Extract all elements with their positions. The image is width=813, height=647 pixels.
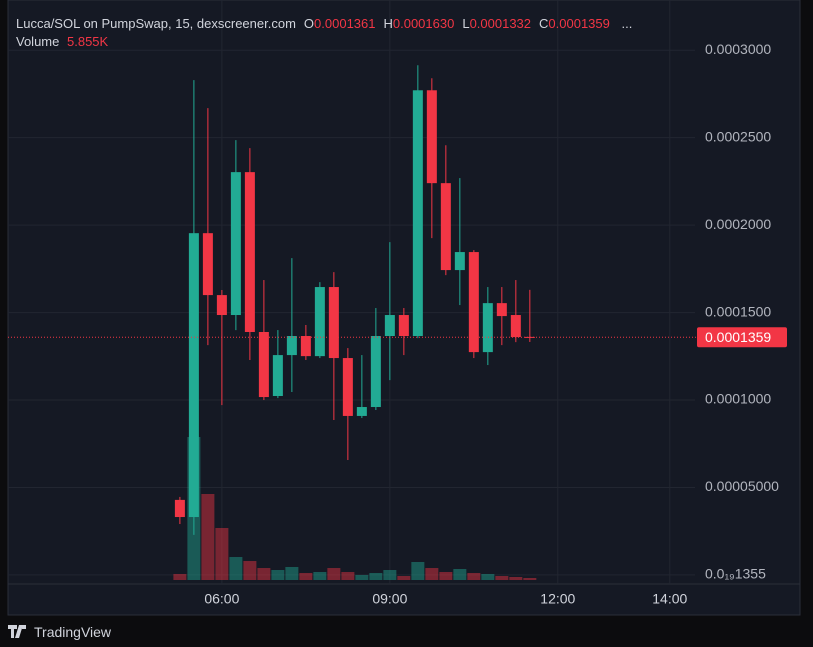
volume-bar [383, 569, 397, 580]
candle-body [468, 252, 479, 353]
candle-body [482, 303, 493, 353]
y-tick-label: 0.00005000 [705, 478, 779, 494]
volume-bar [341, 572, 355, 580]
legend-key: O [303, 16, 315, 31]
last-price-label: 0.0001359 [705, 329, 771, 345]
volume-bar [369, 572, 383, 580]
volume-bar [467, 572, 481, 580]
volume-bar [173, 573, 187, 580]
legend-value: 0.0001359 [548, 16, 610, 31]
candle-body [188, 233, 199, 518]
volume-bar [397, 576, 411, 580]
volume-bar [355, 575, 369, 580]
candle-body [216, 295, 227, 316]
x-tick-label: 09:00 [372, 591, 407, 607]
branding-text: TradingView [34, 624, 112, 640]
volume-bar [229, 557, 243, 580]
volume-bar [299, 572, 313, 580]
x-tick-label: 14:00 [652, 591, 687, 607]
volume-bar [257, 568, 271, 580]
legend-key: L [462, 16, 470, 31]
candle-body [426, 90, 437, 184]
volume-bar [523, 578, 537, 580]
legend-value: 0.0001630 [392, 16, 455, 31]
y-tick-label: 0.0₁₉1355 [705, 566, 766, 582]
volume-bar [243, 561, 257, 580]
candle-body [524, 336, 535, 338]
volume-bar [285, 566, 299, 580]
candle-body [496, 303, 507, 317]
candle-body [174, 499, 185, 518]
legend-value: 0.0001361 [314, 16, 376, 31]
x-tick-label: 12:00 [540, 591, 575, 607]
legend-key: H [383, 16, 393, 31]
volume-bar [313, 572, 327, 580]
y-tick-label: 0.0002500 [705, 128, 771, 144]
candle-body [412, 90, 423, 337]
volume-legend: Volume 5.855K [16, 34, 108, 49]
volume-bar [495, 576, 509, 580]
volume-bar [509, 576, 523, 580]
x-tick-label: 06:00 [204, 591, 239, 607]
volume-bar [425, 568, 439, 580]
volume-bar [439, 572, 453, 580]
candle-body [272, 355, 283, 397]
volume-label: Volume [16, 34, 60, 49]
legend-value: 0.0001332 [469, 16, 532, 31]
candle-body [398, 315, 409, 337]
branding: TradingView [8, 624, 111, 640]
candle-body [384, 315, 395, 337]
volume-bar [201, 494, 215, 580]
y-tick-label: 0.0002000 [705, 216, 771, 232]
candle-body [370, 336, 381, 408]
candle-body [258, 331, 269, 398]
chart-panel [7, 0, 801, 616]
candle-body [230, 172, 241, 316]
last-price-box [697, 327, 787, 348]
legend-more: ... [621, 16, 633, 31]
ohlc-legend: O0.0001361 H0.0001630 L0.0001332 C0.0001359 [296, 16, 610, 31]
volume-value: 5.855K [67, 34, 109, 49]
candle-body [300, 336, 311, 357]
volume-bar [411, 562, 425, 580]
candle-body [286, 336, 297, 356]
candle-body [454, 252, 465, 271]
volume-bar [215, 527, 229, 580]
y-tick-label: 0.0003000 [705, 41, 771, 57]
branding-logo [8, 625, 26, 638]
candle-body [342, 358, 353, 416]
volume-bar [327, 568, 341, 580]
chart-title: Lucca/SOL on PumpSwap, 15, dexscreener.c… [16, 16, 296, 31]
candle-body [440, 183, 451, 271]
candle-body [202, 233, 213, 296]
candle-body [328, 287, 339, 359]
candle-body [314, 287, 325, 357]
chart: 0.0₁₉1355 0.00005000 0.0001000 0.0001500 0.0… [7, 0, 801, 616]
header: Lucca/SOL on PumpSwap, 15, dexscreener.c… [16, 16, 632, 31]
candle-body [510, 315, 521, 338]
y-tick-label: 0.0001000 [705, 391, 771, 407]
legend-key: C [539, 16, 549, 31]
volume-bar [481, 573, 495, 580]
y-tick-label: 0.0001500 [705, 303, 771, 319]
candle-body [244, 172, 255, 332]
volume-bar [453, 569, 467, 580]
volume-bar [271, 569, 285, 580]
candle-body [356, 407, 367, 416]
